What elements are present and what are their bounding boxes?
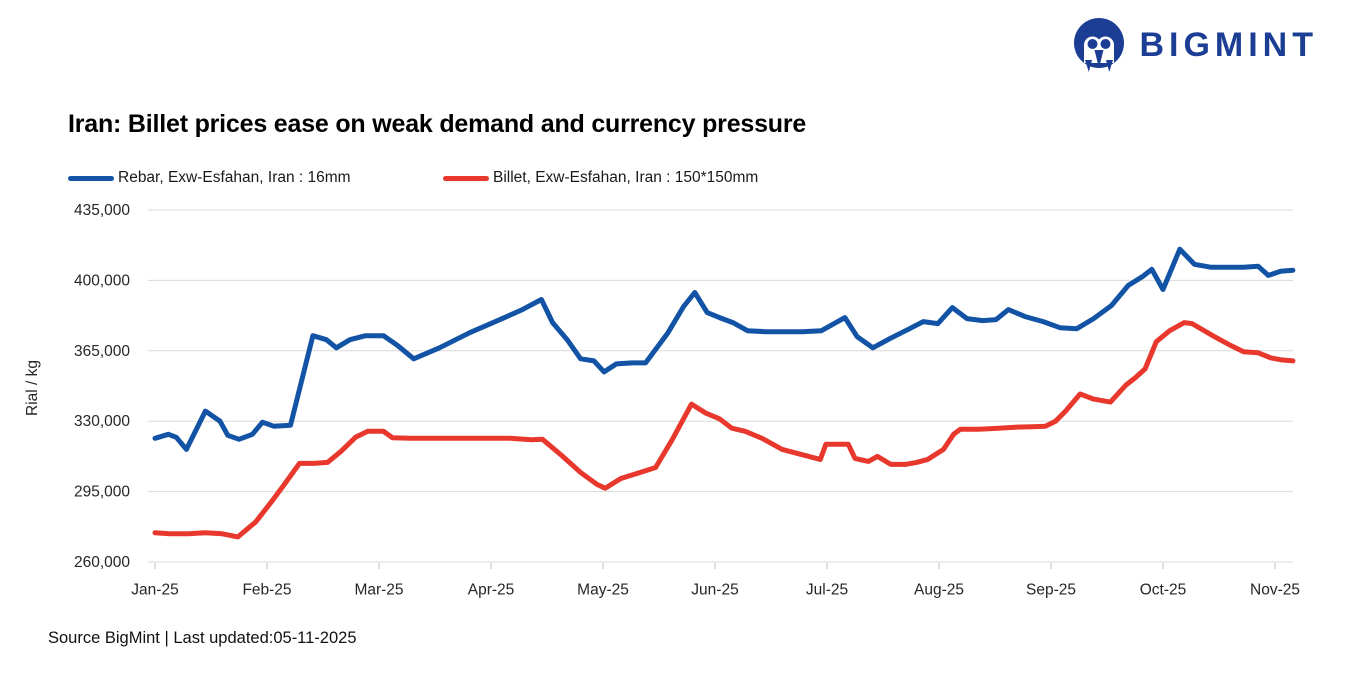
y-axis-tick-label: 400,000 — [74, 272, 130, 289]
y-axis-tick-label: 330,000 — [74, 413, 130, 430]
y-axis-tick-label: 435,000 — [74, 202, 130, 219]
x-axis-tick-label: Feb-25 — [242, 581, 291, 598]
y-axis-title: Rial / kg — [24, 360, 41, 416]
rebar-line-swatch — [68, 175, 114, 181]
y-axis-tick-label: 260,000 — [74, 554, 130, 571]
rebar-price-line — [152, 246, 1296, 452]
y-axis-tick-label: 295,000 — [74, 484, 130, 501]
x-axis-tick-label: Mar-25 — [354, 581, 403, 598]
legend-item-rebar: Rebar, Exw-Esfahan, Iran : 16mm — [68, 169, 351, 187]
legend-item-billet: Billet, Exw-Esfahan, Iran : 150*150mm — [443, 169, 758, 187]
x-axis-tick-label: Apr-25 — [468, 581, 515, 598]
x-axis-tick-label: Jan-25 — [131, 581, 178, 598]
brand-logo: BIGMINT — [1072, 17, 1318, 74]
bigmint-mark-icon — [1072, 17, 1126, 74]
legend-label-rebar: Rebar, Exw-Esfahan, Iran : 16mm — [118, 169, 351, 186]
billet-line-swatch — [443, 175, 489, 181]
source-note: Source BigMint | Last updated:05-11-2025 — [48, 629, 357, 647]
x-axis-tick-label: Oct-25 — [1140, 581, 1187, 598]
x-axis-tick-label: Jul-25 — [806, 581, 848, 598]
chart-title: Iran: Billet prices ease on weak demand … — [68, 110, 807, 138]
x-axis-tick-label: Jun-25 — [691, 581, 738, 598]
brand-name: BIGMINT — [1139, 26, 1318, 64]
x-axis-tick-label: Sep-25 — [1026, 581, 1076, 598]
billet-price-line — [152, 320, 1296, 540]
legend-label-billet: Billet, Exw-Esfahan, Iran : 150*150mm — [493, 169, 759, 186]
x-axis-tick-label: Nov-25 — [1250, 581, 1300, 598]
y-axis-tick-label: 365,000 — [74, 343, 130, 360]
x-axis-tick-label: Aug-25 — [914, 581, 964, 598]
x-axis-tick-label: May-25 — [577, 581, 629, 598]
